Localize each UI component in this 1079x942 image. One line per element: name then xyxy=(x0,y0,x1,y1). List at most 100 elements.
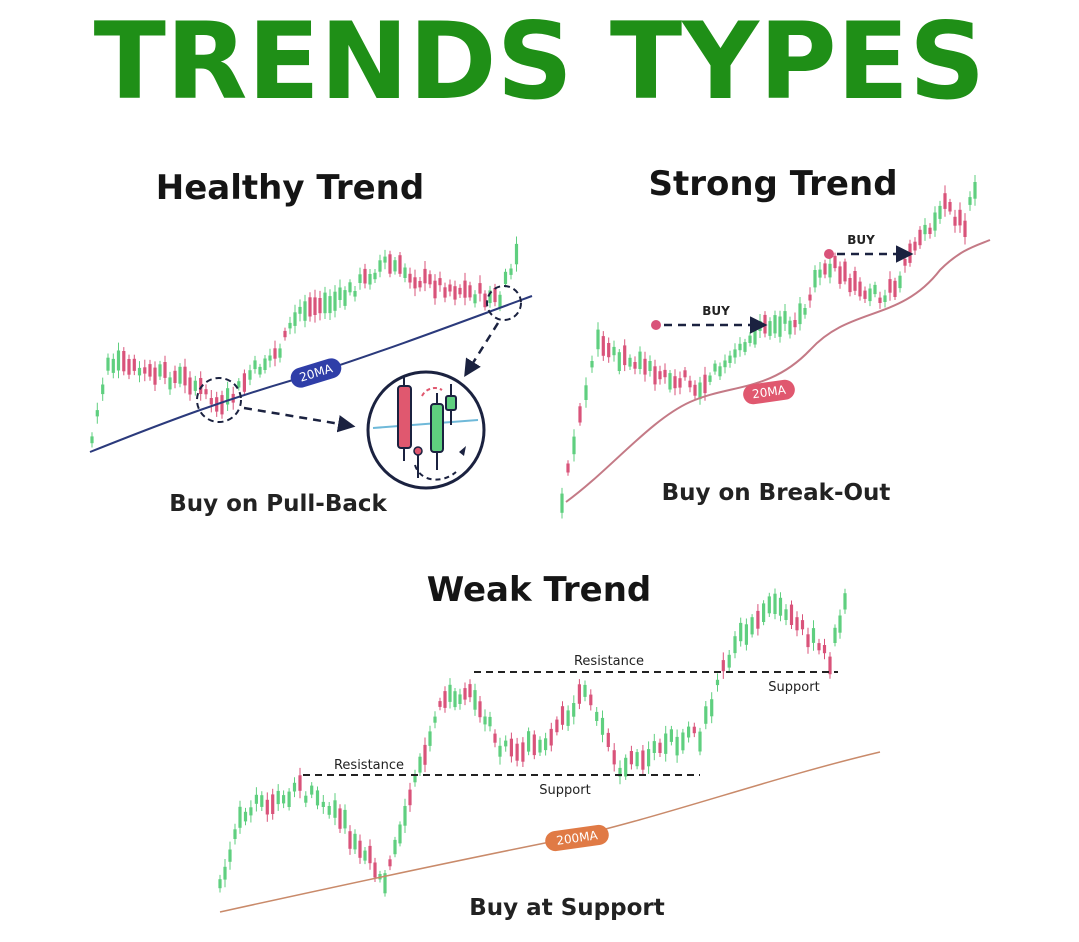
weak-candle-body xyxy=(595,711,599,721)
weak-candle-body xyxy=(363,850,367,861)
weak-candle-body xyxy=(358,840,362,858)
healthy-candle-body xyxy=(258,366,262,375)
strong-candle-body xyxy=(873,284,877,295)
strong-candle-body xyxy=(748,335,752,343)
healthy-candle-body xyxy=(278,348,282,358)
weak-candle-body xyxy=(710,699,714,717)
healthy-candle-body xyxy=(116,350,121,371)
healthy-candle-body xyxy=(288,322,292,329)
weak-candle-body xyxy=(254,794,258,804)
strong-candle-body xyxy=(948,202,952,212)
weak-candle-body xyxy=(828,656,832,675)
weak-candle-body xyxy=(348,831,352,849)
weak-candle-body xyxy=(292,782,297,792)
weak-candle-body xyxy=(577,684,581,704)
healthy-candle-body xyxy=(353,291,357,297)
weak-candle-body xyxy=(733,636,737,654)
weak-candle-body xyxy=(228,849,232,862)
strong-candle-body xyxy=(868,288,872,302)
strong-candle-body xyxy=(708,375,712,382)
weak-candle-body xyxy=(287,791,291,807)
healthy-candle-body xyxy=(498,294,502,308)
strong-candle-body xyxy=(713,363,717,372)
weak-candle-body xyxy=(572,703,576,717)
weak-candle-body xyxy=(687,726,691,738)
healthy-candle-body xyxy=(308,297,312,317)
weak-candle-body xyxy=(838,615,842,633)
healthy-candle-body xyxy=(209,398,213,405)
strong-candle-body xyxy=(813,270,817,288)
weak-candle-body xyxy=(321,801,325,807)
weak-candle-body xyxy=(843,593,847,610)
healthy-candle-body xyxy=(303,301,307,321)
strong-candle-body xyxy=(933,212,937,231)
healthy-candle-body xyxy=(509,268,513,275)
healthy-candle-body xyxy=(323,292,327,314)
strong-candle-body xyxy=(738,343,742,351)
weak-candle-body xyxy=(448,684,452,702)
weak-candle-body xyxy=(398,824,402,844)
strong-candle-body xyxy=(758,321,762,331)
healthy-candle-body xyxy=(111,358,115,373)
weak-candle-body xyxy=(233,829,237,839)
healthy-zoom-arrow-left xyxy=(243,406,356,433)
weak-candle-body xyxy=(393,839,397,855)
weak-candle-body xyxy=(488,716,492,727)
strong-candle-body xyxy=(628,357,632,367)
strong-caption: Buy on Break-Out xyxy=(662,480,891,506)
strong-candle-body xyxy=(883,295,887,302)
strong-candle-body xyxy=(673,376,677,389)
weak-candle-body xyxy=(249,807,253,816)
healthy-candle-body xyxy=(127,359,131,375)
healthy-candle-body xyxy=(168,377,172,390)
strong-candle-body xyxy=(678,378,682,388)
strong-candle-body xyxy=(843,261,847,282)
strong-candle-body xyxy=(698,382,702,400)
weak-candle-body xyxy=(238,806,242,828)
strong-candle-body xyxy=(743,342,747,352)
healthy-candle-body xyxy=(463,280,467,298)
weak-candle-body xyxy=(463,688,467,700)
healthy-candle-body xyxy=(338,287,342,300)
weak-candle-body xyxy=(327,806,331,815)
strong-candle-body xyxy=(584,385,588,400)
weak-candle-body xyxy=(298,775,302,791)
strong-candle-body xyxy=(783,311,787,324)
healthy-candle-body xyxy=(253,360,257,370)
strong-candle-body xyxy=(863,290,867,299)
strong-candle-body xyxy=(848,278,852,293)
weak-candle-body xyxy=(423,744,427,765)
weak-candle-body xyxy=(606,732,610,747)
weak-candle-body xyxy=(509,738,513,757)
strong-candle-body xyxy=(643,358,647,375)
weak-candle-body xyxy=(218,879,222,889)
weak-candle-body xyxy=(612,750,616,765)
weak-200ma-badge: 200MA xyxy=(545,824,609,852)
weak-candle-body xyxy=(652,741,656,753)
healthy-candle-body xyxy=(433,280,437,299)
strong-candle-body xyxy=(572,436,576,455)
strong-candles xyxy=(560,175,977,519)
healthy-candle-body xyxy=(263,358,267,370)
healthy-candle-body xyxy=(226,388,230,405)
weak-candle-body xyxy=(388,859,392,867)
weak-candle-body xyxy=(789,604,794,625)
weak-candle-body xyxy=(744,624,748,645)
strong-candle-body xyxy=(953,216,957,226)
healthy-candle-body xyxy=(448,284,452,292)
healthy-candle-body xyxy=(403,267,407,278)
strong-candle-body xyxy=(928,227,932,234)
strong-candle-body xyxy=(878,297,882,303)
healthy-candle-body xyxy=(493,288,497,303)
healthy-candle-body xyxy=(293,312,297,326)
weak-candle-body xyxy=(618,767,622,777)
strong-candle-body xyxy=(623,345,627,366)
main-title: TRENDS TYPES xyxy=(93,0,986,123)
healthy-candle-body xyxy=(398,255,402,274)
healthy-current-circle xyxy=(486,285,522,321)
strong-candle-body xyxy=(753,328,757,345)
weak-candle-body xyxy=(368,845,372,864)
weak-candle-body xyxy=(433,716,437,723)
weak-candle-body xyxy=(549,728,553,746)
strong-candle-body xyxy=(718,366,722,377)
